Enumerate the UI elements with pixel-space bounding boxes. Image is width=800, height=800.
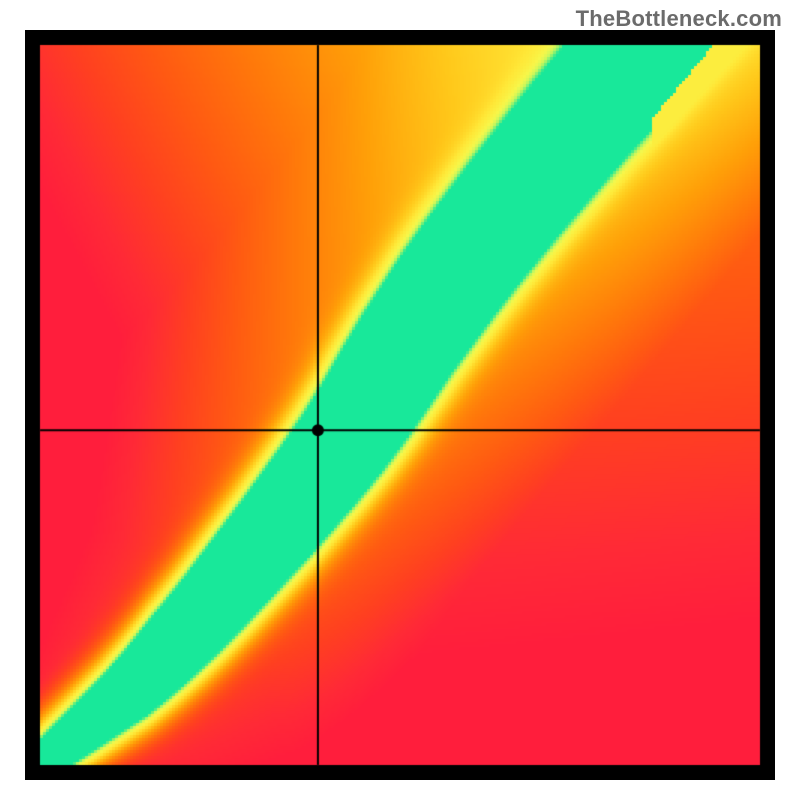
heatmap-plot — [25, 30, 775, 780]
crosshair-overlay — [25, 30, 775, 780]
watermark-text: TheBottleneck.com — [576, 6, 782, 32]
chart-container: TheBottleneck.com — [0, 0, 800, 800]
